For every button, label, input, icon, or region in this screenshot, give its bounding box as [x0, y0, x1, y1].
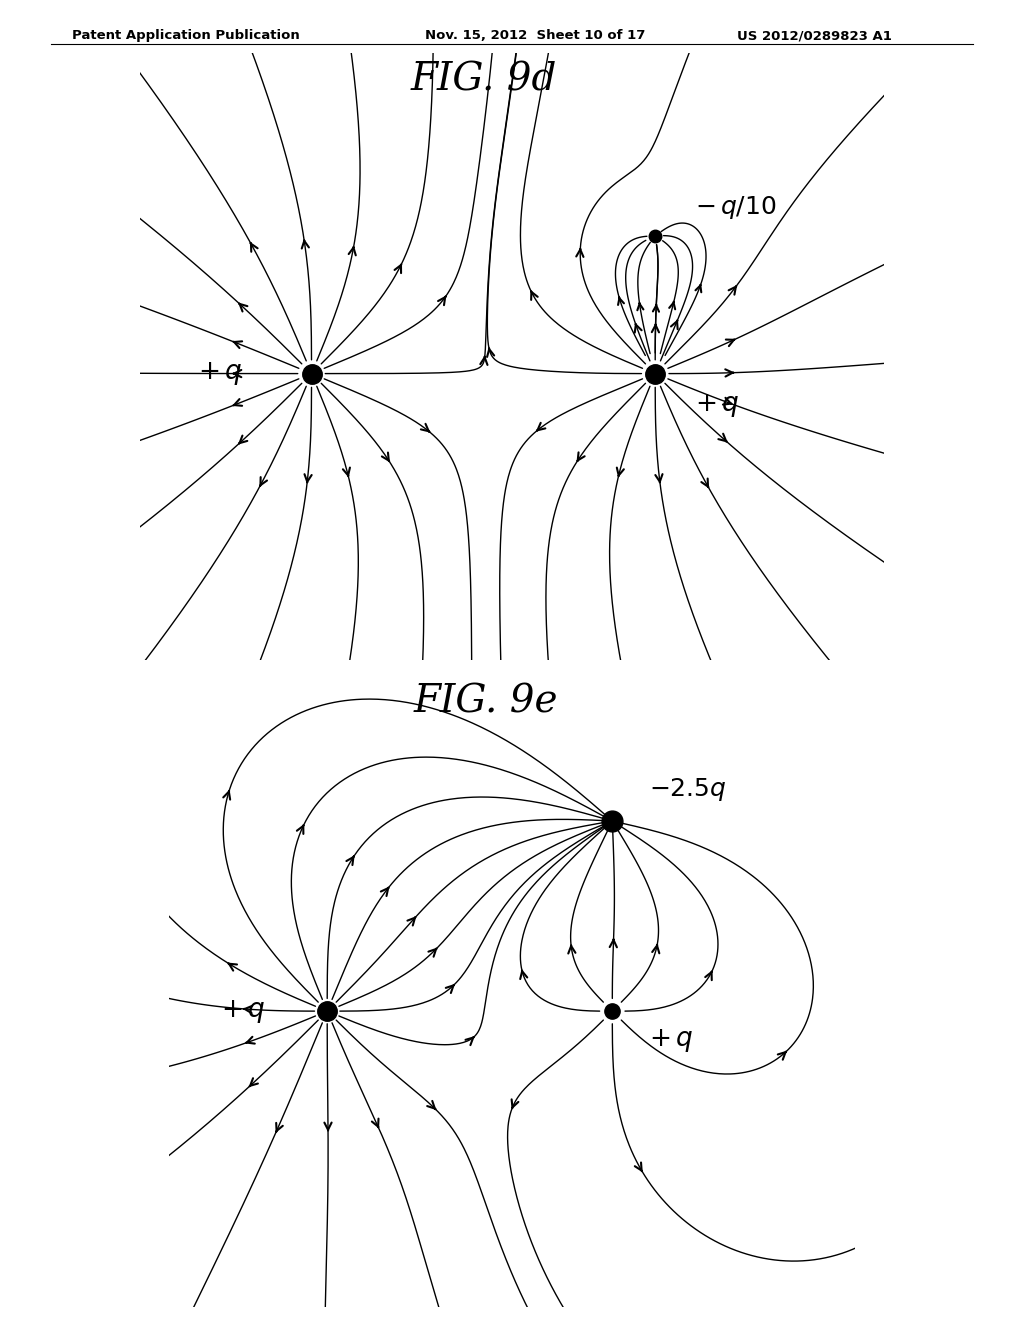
Text: $+\,q$: $+\,q$ [695, 392, 739, 420]
Text: $-2.5q$: $-2.5q$ [649, 776, 727, 803]
Text: $+\,q$: $+\,q$ [649, 1027, 693, 1055]
Text: Patent Application Publication: Patent Application Publication [72, 29, 299, 42]
Text: $+\,q$: $+\,q$ [220, 998, 265, 1024]
Text: US 2012/0289823 A1: US 2012/0289823 A1 [737, 29, 892, 42]
Text: FIG. 9e: FIG. 9e [414, 684, 558, 721]
Text: $+\,q$: $+\,q$ [198, 360, 242, 387]
Text: $-\,q/10$: $-\,q/10$ [695, 194, 777, 220]
Text: FIG. 9d: FIG. 9d [411, 62, 557, 99]
Text: Nov. 15, 2012  Sheet 10 of 17: Nov. 15, 2012 Sheet 10 of 17 [425, 29, 645, 42]
